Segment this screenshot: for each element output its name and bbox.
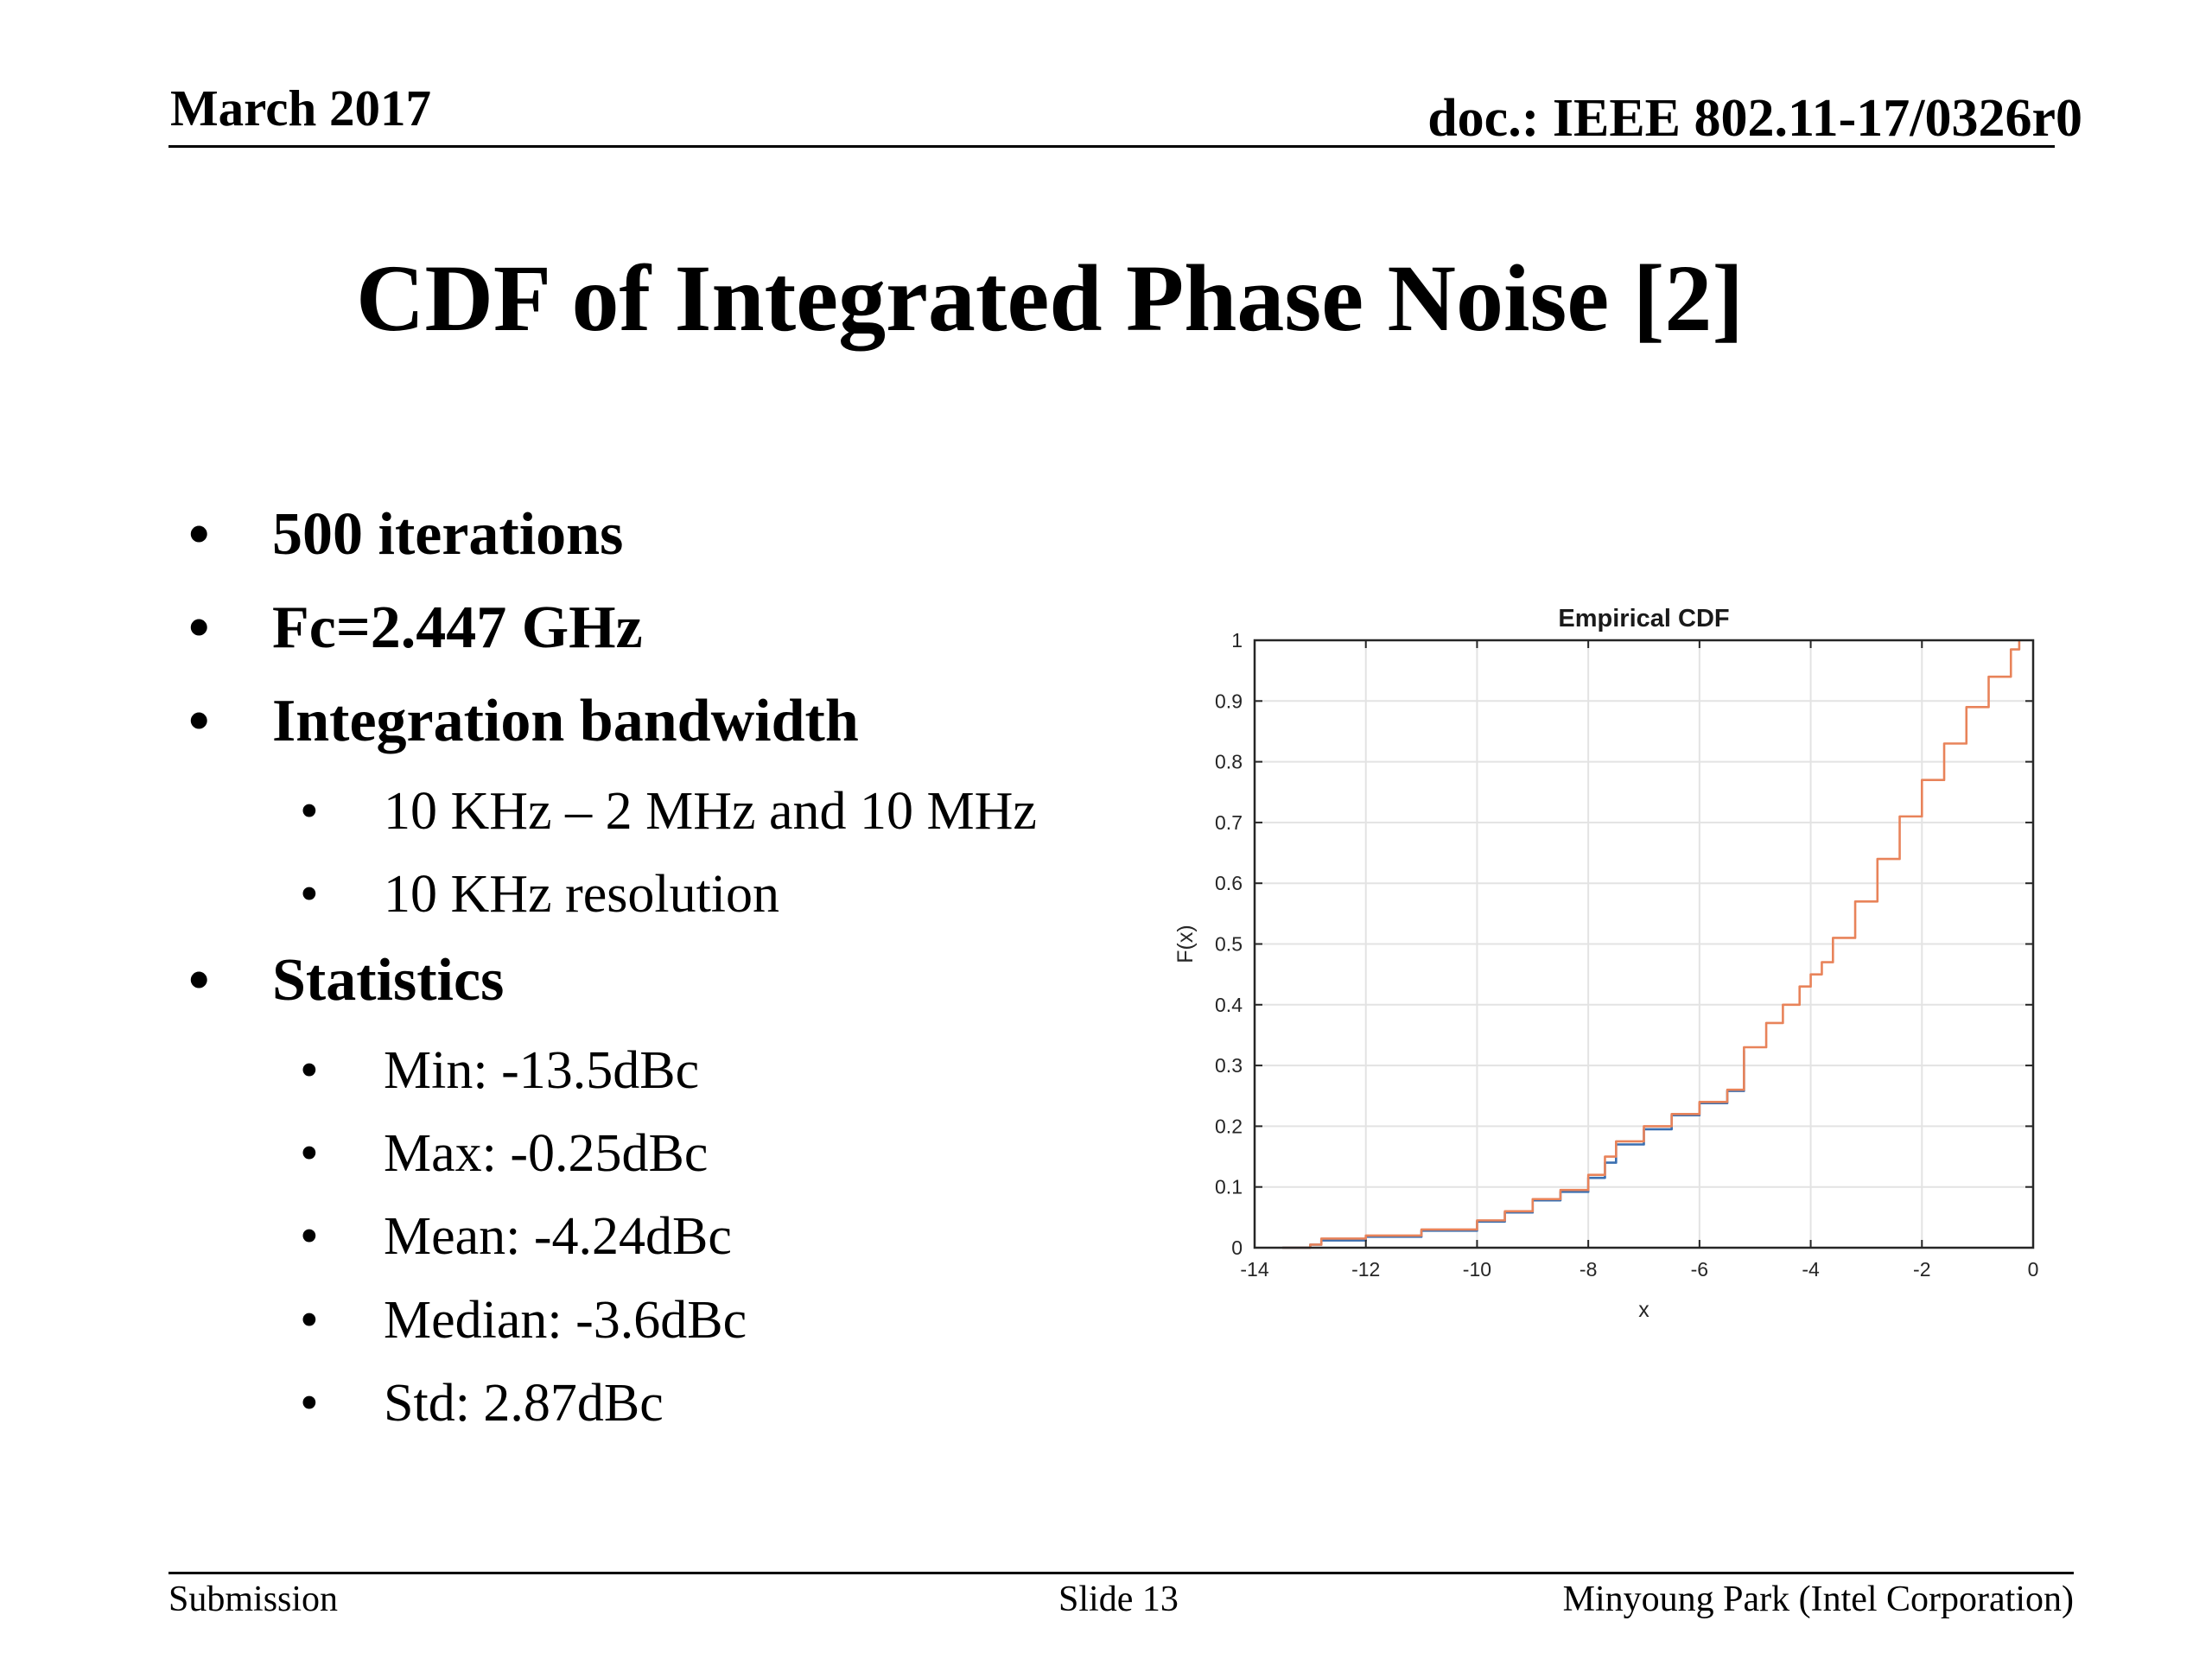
y-tick-label: 0	[1231, 1236, 1243, 1259]
bullet-text: Min: -13.5dBc	[384, 1041, 700, 1100]
x-tick-label: -12	[1351, 1258, 1380, 1281]
footer-submission: Submission	[168, 1580, 339, 1619]
x-tick-label: -2	[1913, 1258, 1930, 1281]
bullet-text: Max: -0.25dBc	[384, 1124, 709, 1183]
bullet-icon: •	[188, 501, 210, 568]
footer-slide-number: Slide 13	[1058, 1580, 1179, 1619]
bullet-icon: •	[300, 865, 319, 924]
bullet-icon: •	[300, 1041, 319, 1100]
bullet-icon: •	[300, 1124, 319, 1183]
y-tick-label: 0.5	[1215, 933, 1243, 956]
header-date: March 2017	[170, 79, 432, 137]
y-tick-label: 0.7	[1215, 811, 1243, 834]
header-divider	[168, 145, 2055, 148]
header-doc-id: doc.: IEEE 802.11-17/0326r0	[1427, 89, 2082, 148]
bullet-text: Mean: -4.24dBc	[384, 1207, 732, 1266]
y-tick-label: 0.1	[1215, 1176, 1243, 1198]
footer-divider	[168, 1572, 2074, 1574]
bullet-icon: •	[300, 1291, 319, 1350]
slide-title: CDF of Integrated Phase Noise [2]	[356, 245, 1744, 351]
bullet-text: 500 iterations	[272, 501, 624, 568]
cdf-series-line	[1282, 1050, 1745, 1249]
x-tick-label: -6	[1691, 1258, 1708, 1281]
y-tick-label: 1	[1231, 629, 1243, 652]
footer-author: Minyoung Park (Intel Corporation)	[1562, 1580, 2074, 1619]
chart-canvas: -14 -12 -10 -8 -6 -4 -2 0 0 0.1 0.2 0.3 0.4 0.5 0.6 0.7…	[1173, 605, 2038, 1322]
chart-title: Empirical CDF	[1558, 605, 1729, 632]
bullet-text: Median: -3.6dBc	[384, 1291, 747, 1350]
x-tick-label: -10	[1463, 1258, 1491, 1281]
y-tick-label: 0.4	[1215, 994, 1243, 1016]
x-tick-label: -8	[1580, 1258, 1597, 1281]
bullet-text: Integration bandwidth	[272, 688, 859, 754]
x-tick-label: -14	[1240, 1258, 1268, 1281]
chart-series-group	[1282, 640, 2021, 1249]
bullet-icon: •	[188, 947, 210, 1014]
bullet-icon: •	[300, 1207, 319, 1266]
bullet-icon: •	[188, 688, 210, 754]
y-tick-label: 0.3	[1215, 1054, 1243, 1077]
chart-y-axis-label: F(x)	[1173, 925, 1198, 963]
y-tick-label: 0.9	[1215, 690, 1243, 712]
bullet-text: 10 KHz – 2 MHz and 10 MHz	[384, 782, 1037, 841]
bullet-text: Fc=2.447 GHz	[272, 594, 643, 661]
x-tick-label: 0	[2028, 1258, 2039, 1281]
bullet-icon: •	[300, 782, 319, 841]
chart-grid	[1254, 639, 2034, 1249]
bullet-icon: •	[300, 1374, 319, 1433]
cdf-series-line	[1282, 640, 2021, 1249]
y-tick-label: 0.8	[1215, 751, 1243, 773]
bullet-text: 10 KHz resolution	[384, 865, 780, 924]
chart-x-axis-label: x	[1638, 1298, 1649, 1322]
bullet-icon: •	[188, 594, 210, 661]
bullet-text: Std: 2.87dBc	[384, 1374, 664, 1433]
x-tick-label: -4	[1802, 1258, 1820, 1281]
y-tick-label: 0.2	[1215, 1115, 1243, 1137]
y-tick-label: 0.6	[1215, 872, 1243, 894]
chart-ticks: -14 -12 -10 -8 -6 -4 -2 0 0 0.1 0.2 0.3 0.4 0.5 0.6 0.7…	[1215, 629, 2038, 1281]
empirical-cdf-chart: -14 -12 -10 -8 -6 -4 -2 0 0 0.1 0.2 0.3 0.4 0.5 0.6 0.7…	[1149, 588, 2065, 1348]
bullet-text: Statistics	[272, 947, 505, 1014]
